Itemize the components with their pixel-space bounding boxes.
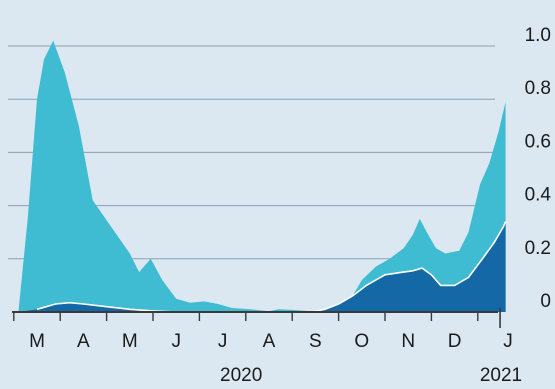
x-tick-label: M: [122, 331, 138, 352]
x-tick-label: J: [218, 331, 228, 352]
x-axis: [12, 308, 501, 328]
series-area-2: [18, 221, 506, 312]
y-tick-label: 0.6: [525, 131, 551, 152]
series-edge-2: [36, 221, 507, 313]
y-tick-label: 0.2: [525, 238, 551, 259]
series-area-1: [18, 40, 506, 312]
y-tick-label: 0.4: [525, 185, 552, 206]
x-tick-label: S: [309, 331, 322, 352]
x-tick-label: D: [448, 331, 462, 352]
y-tick-label: 1.0: [525, 25, 551, 46]
x-tick-label: A: [77, 331, 90, 352]
y-tick-label: 0: [540, 291, 551, 312]
x-tick-label: N: [401, 331, 415, 352]
year-label: 2021: [480, 365, 522, 384]
area-series: [18, 40, 507, 313]
y-tick-label: 0.8: [525, 78, 551, 99]
tick-labels: 0 0.2 0.4 0.6 0.8 1.0 M A M J J A S O N D J 2020 2021: [29, 25, 552, 386]
year-label: 2020: [220, 365, 262, 384]
x-tick-label: M: [29, 331, 45, 352]
x-tick-label: J: [171, 331, 181, 352]
x-tick-label: J: [503, 331, 513, 352]
x-tick-label: A: [263, 331, 276, 352]
x-tick-label: O: [354, 331, 369, 352]
